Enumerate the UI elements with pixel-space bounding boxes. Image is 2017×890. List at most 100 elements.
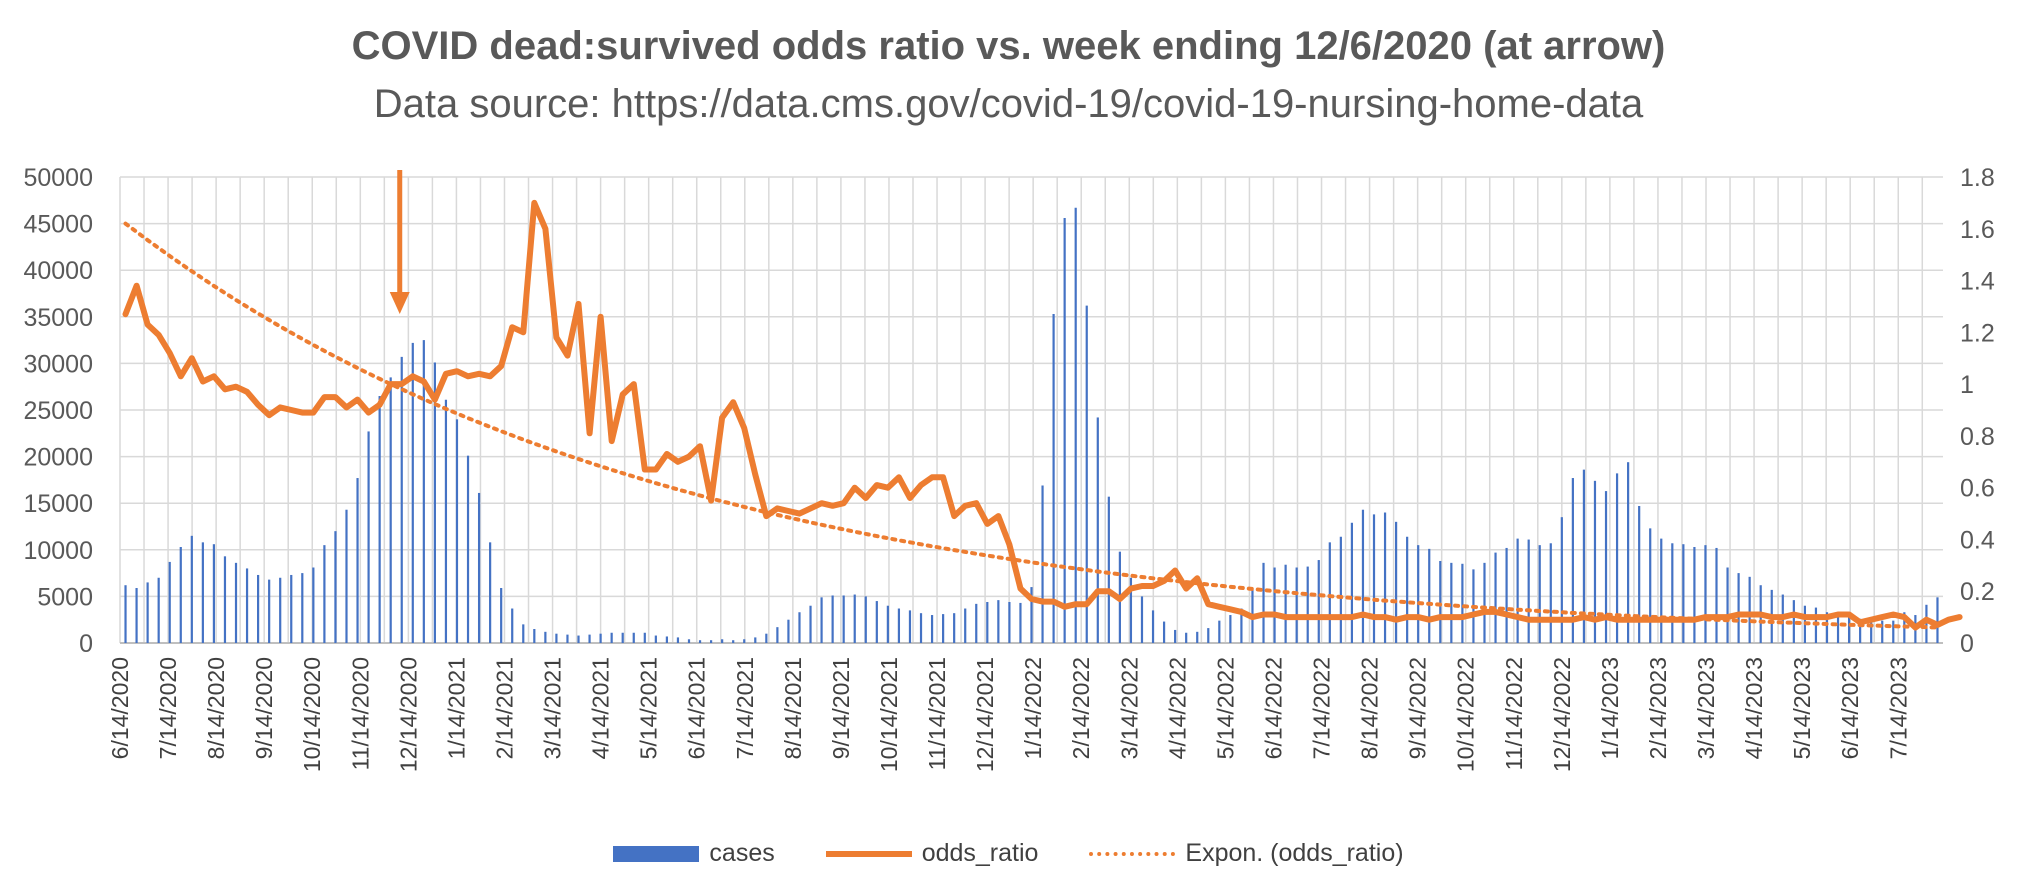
cases-bar	[1008, 601, 1011, 643]
cases-bar	[599, 633, 602, 643]
cases-bar	[864, 596, 867, 643]
cases-bar	[1085, 305, 1088, 643]
cases-bar	[820, 597, 823, 643]
cases-bar	[1428, 548, 1431, 643]
y-right-tick-label: 0.4	[1960, 526, 1995, 554]
cases-bar	[975, 603, 978, 643]
y-right-tick-label: 1.4	[1960, 268, 1995, 296]
cases-bars	[124, 207, 1939, 644]
cases-bar	[1151, 610, 1155, 643]
cases-bar	[1560, 517, 1563, 643]
x-tick-label: 5/14/2022	[1212, 657, 1238, 759]
x-tick-label: 6/14/2021	[684, 657, 710, 759]
x-tick-label: 12/14/2022	[1549, 657, 1575, 772]
cases-bar	[323, 545, 326, 643]
cases-bar	[1328, 542, 1331, 643]
cases-bar	[124, 585, 127, 643]
cases-bar	[577, 635, 580, 643]
x-tick-label: 10/14/2020	[299, 657, 325, 772]
x-tick-label: 5/14/2021	[636, 657, 662, 759]
odds-ratio-line-layer	[122, 199, 1963, 631]
cases-bar	[1737, 573, 1740, 643]
x-tick-label: 9/14/2022	[1405, 657, 1431, 759]
cases-bar	[831, 595, 834, 643]
cases-bar	[1273, 567, 1276, 643]
y-left-tick-label: 20000	[23, 444, 93, 472]
cases-bar	[511, 608, 514, 643]
x-tick-label: 3/14/2023	[1693, 657, 1719, 759]
y-left-tick-label: 15000	[23, 490, 93, 518]
x-tick-label: 2/14/2023	[1645, 657, 1671, 759]
cases-bar	[1295, 567, 1298, 643]
cases-bar	[842, 595, 845, 643]
cases-bar	[544, 631, 547, 643]
cases-bar	[1395, 521, 1398, 643]
cases-bar	[367, 431, 370, 643]
x-tick-label: 12/14/2021	[972, 657, 998, 772]
cases-bar	[798, 612, 801, 643]
y-right-tick-label: 1	[1960, 371, 1974, 399]
cases-bar	[566, 634, 569, 643]
trendline-expon-odds-ratio	[123, 221, 1940, 630]
x-tick-label: 1/14/2022	[1020, 657, 1046, 759]
x-tick-label: 4/14/2022	[1164, 657, 1190, 759]
cases-bar	[268, 579, 271, 643]
y-right-tick-label: 0.2	[1960, 578, 1995, 606]
cases-bar	[897, 608, 901, 643]
cases-bar	[1240, 608, 1243, 643]
cases-bar	[1505, 547, 1508, 643]
x-tick-label: 1/14/2021	[443, 657, 469, 759]
cases-bar	[212, 544, 216, 643]
cases-bar	[776, 627, 779, 643]
cases-bar	[1892, 620, 1895, 643]
x-tick-label: 6/14/2022	[1260, 657, 1286, 759]
y-right-tick-label: 0.6	[1960, 475, 1995, 503]
gridlines	[119, 176, 1943, 644]
cases-bar	[1339, 536, 1342, 643]
cases-bar	[1615, 473, 1619, 643]
cases-bar	[1549, 543, 1552, 643]
cases-bar	[1218, 620, 1221, 643]
y-left-tick-label: 0	[79, 630, 93, 658]
y-left-tick-label: 30000	[23, 350, 93, 378]
cases-bar	[135, 588, 138, 643]
cases-bar	[1030, 587, 1033, 643]
y-left-tick-label: 35000	[23, 304, 93, 332]
cases-bar	[1627, 462, 1630, 643]
y-right-tick-label: 0.8	[1960, 423, 1995, 451]
y-left-tick-label: 10000	[23, 537, 93, 565]
cases-bar	[1516, 538, 1519, 643]
cases-bar	[709, 640, 713, 643]
y-left-tick-label: 50000	[23, 164, 93, 192]
cases-bar	[157, 577, 160, 643]
cases-bar	[1162, 621, 1166, 643]
cases-bar	[1792, 600, 1795, 643]
x-tick-label: 7/14/2023	[1885, 657, 1911, 759]
cases-bar	[1859, 618, 1862, 643]
legend-label-cases: cases	[709, 838, 775, 867]
cases-bar	[312, 567, 315, 643]
cases-bar	[146, 582, 149, 643]
cases-bar	[1604, 491, 1608, 643]
x-tick-label: 11/14/2020	[347, 657, 373, 770]
x-tick-label: 2/14/2022	[1068, 657, 1094, 759]
cases-bar	[1450, 562, 1453, 643]
cases-bar	[698, 640, 702, 643]
cases-bar	[1582, 469, 1586, 643]
y-left-tick-label: 25000	[23, 397, 93, 425]
cases-bar	[1207, 628, 1210, 643]
cases-bar	[1726, 567, 1729, 643]
x-tick-label: 8/14/2022	[1357, 657, 1383, 759]
cases-bar	[1527, 539, 1530, 643]
cases-bar	[1693, 547, 1696, 643]
cases-bar	[809, 605, 812, 643]
cases-bar	[886, 605, 889, 643]
x-tick-label: 11/14/2022	[1501, 657, 1527, 770]
y-right-tick-label: 1.8	[1960, 164, 1995, 192]
y-right-tick-label: 1.2	[1960, 319, 1995, 347]
cases-bar	[522, 624, 525, 643]
cases-bar	[1406, 536, 1409, 643]
cases-bar	[1715, 547, 1718, 643]
cases-bar	[1140, 596, 1144, 643]
cases-bar	[1372, 514, 1376, 643]
